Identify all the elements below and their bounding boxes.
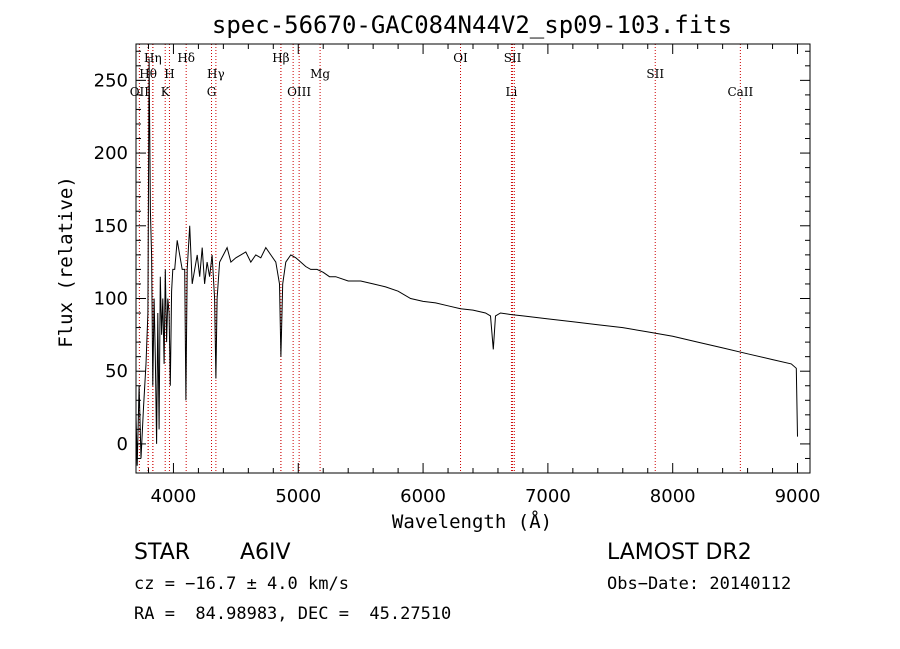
y-axis-label: Flux (relative) — [55, 176, 77, 348]
x-tick-label: 7000 — [525, 486, 571, 507]
y-tick-label: 150 — [94, 216, 128, 237]
marker-label: OI — [453, 51, 468, 65]
marker-label: SII — [646, 67, 664, 81]
y-tick-label: 250 — [94, 70, 128, 91]
marker-label: OII — [130, 85, 150, 99]
chart-title: spec-56670-GAC084N44V2_sp09-103.fits — [212, 11, 732, 39]
marker-label: SII — [504, 51, 522, 65]
y-tick-label: 50 — [105, 361, 128, 382]
marker-label: Hβ — [272, 51, 289, 65]
marker-label: Hθ — [139, 67, 157, 81]
y-tick-label: 100 — [94, 288, 128, 309]
x-tick-label: 9000 — [775, 486, 821, 507]
y-tick-label: 0 — [117, 434, 128, 455]
y-axis: 0 50 100 150 200 250 — [94, 50, 810, 459]
x-tick-label: 4000 — [151, 486, 197, 507]
ra-dec: RA = 84.98983, DEC = 45.27510 — [134, 604, 452, 624]
x-tick-label: 8000 — [650, 486, 696, 507]
marker-label: Hγ — [207, 67, 225, 81]
marker-label: H — [164, 67, 174, 81]
object-subclass: A6IV — [240, 540, 291, 565]
obs-date: Obs−Date: 20140112 — [607, 574, 792, 594]
spectrum-line — [135, 58, 798, 466]
marker-label: Hη — [144, 51, 162, 65]
redshift-line: cz = −16.7 ± 4.0 km/s — [134, 574, 349, 594]
survey-name: LAMOST DR2 — [607, 540, 752, 565]
x-tick-label: 6000 — [400, 486, 446, 507]
marker-label: K — [161, 85, 171, 99]
marker-label: Mg — [310, 67, 330, 81]
x-axis: 4000 5000 6000 7000 8000 9000 — [147, 44, 821, 507]
object-class: STAR — [134, 540, 191, 565]
x-tick-label: 5000 — [275, 486, 321, 507]
marker-label: CaII — [727, 85, 753, 99]
x-axis-label: Wavelength (Å) — [392, 510, 552, 533]
marker-label: OIII — [287, 85, 311, 99]
marker-label: Li — [506, 85, 518, 99]
marker-label: G — [207, 85, 217, 99]
y-tick-label: 200 — [94, 143, 128, 164]
plot-frame — [135, 43, 811, 474]
marker-label: Hδ — [177, 51, 195, 65]
